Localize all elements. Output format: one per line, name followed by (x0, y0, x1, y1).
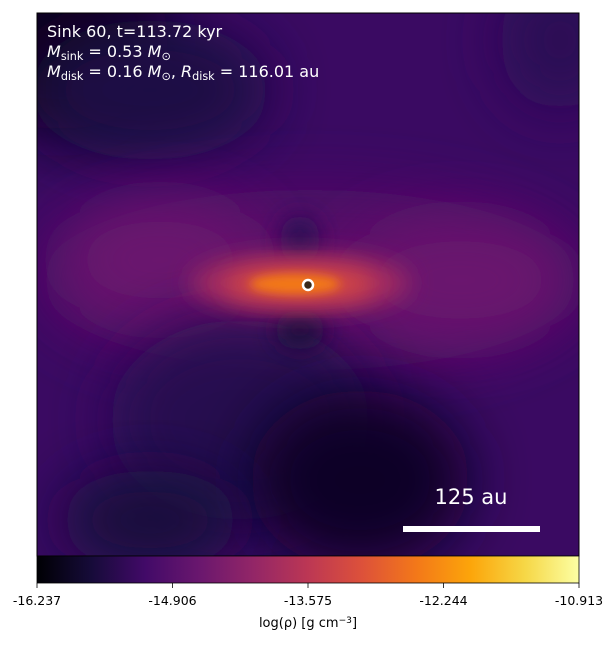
colorbar-tick-label: -12.244 (419, 593, 467, 608)
text-part: −3 (339, 616, 353, 626)
text-part: disk (61, 70, 84, 83)
sink-marker (301, 278, 315, 292)
colorbar-axis: -16.237 -14.906 -13.575 -12.244 -10.913 (13, 583, 603, 608)
scale-bar (403, 526, 540, 532)
text-part: Sink 60, t=113.72 kyr (47, 22, 223, 41)
colorbar-tick-label: -13.575 (284, 593, 332, 608)
text-part: M (148, 42, 162, 61)
text-part: , (171, 62, 181, 81)
text-part: M (47, 62, 61, 81)
text-part: sink (61, 50, 84, 63)
colorbar-tick-label: -14.906 (148, 593, 196, 608)
text-part: M (47, 42, 61, 61)
text-part: R (181, 62, 192, 81)
text-part: M (148, 62, 162, 81)
annotation-line: Sink 60, t=113.72 kyr (47, 22, 223, 41)
text-part: = 0.16 (83, 62, 147, 81)
text-part: ⊙ (161, 70, 170, 83)
colorbar (36, 555, 580, 584)
density-map (37, 13, 579, 556)
text-part: = 116.01 au (215, 62, 320, 81)
scale-bar-label: 125 au (435, 485, 508, 509)
annotation-line: Msink = 0.53 M⊙ (47, 42, 171, 63)
annotation-line: Mdisk = 0.16 M⊙, Rdisk = 116.01 au (47, 62, 319, 83)
text-part: ] (352, 616, 357, 631)
text-part: ⊙ (161, 50, 170, 63)
colorbar-label: log(ρ) [g cm−3] (259, 616, 357, 631)
text-part: disk (192, 70, 215, 83)
colorbar-tick-label: -16.237 (13, 593, 61, 608)
text-part: log(ρ) [g cm (259, 616, 339, 631)
colorbar-tick-label: -10.913 (555, 593, 603, 608)
text-part: = 0.53 (83, 42, 147, 61)
